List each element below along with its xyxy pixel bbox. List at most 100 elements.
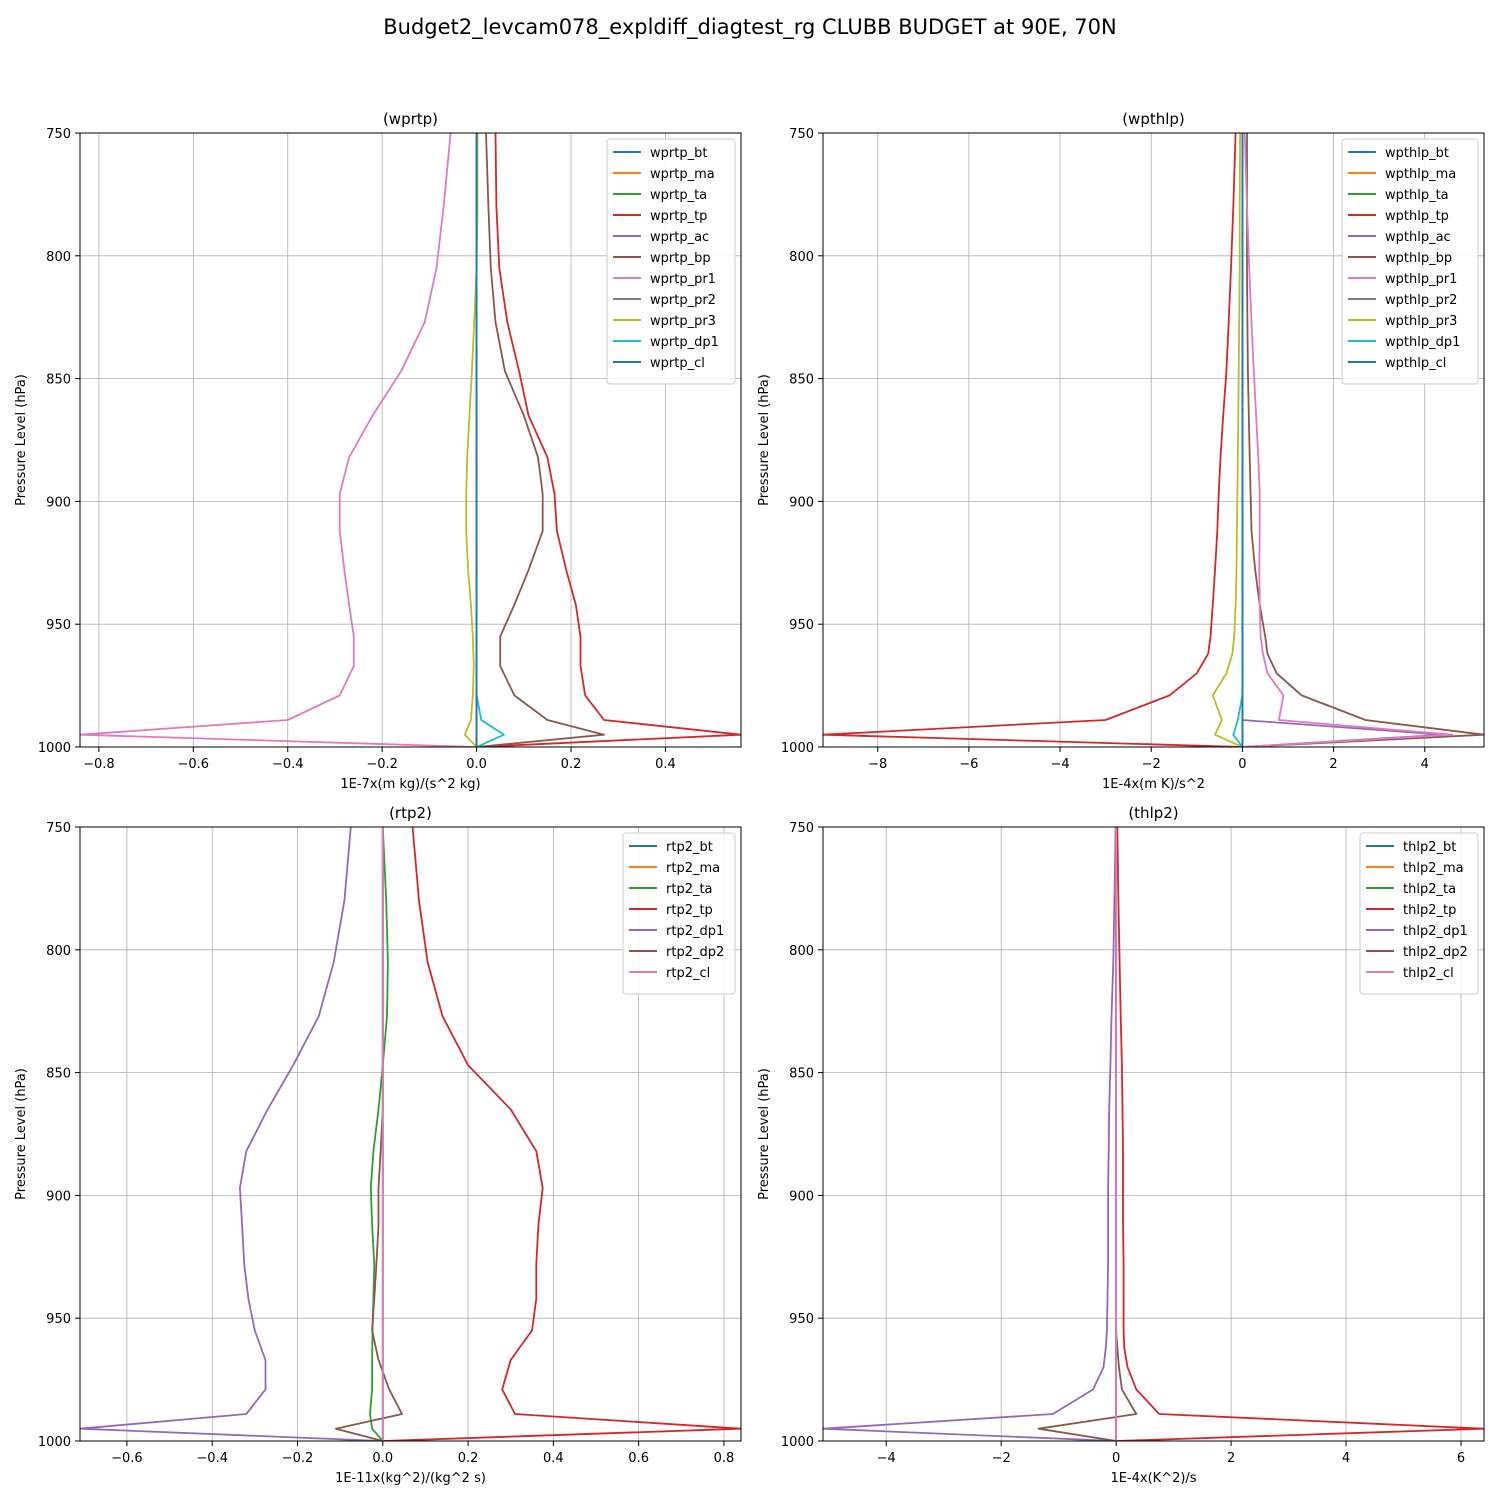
x-tick-label: −2 — [1142, 757, 1161, 772]
x-tick-label: 0.2 — [458, 1451, 479, 1466]
series-line-rtp2_dp2 — [334, 827, 403, 1441]
series-group — [80, 133, 741, 747]
panel-1: −8 −6 −4 −2 0 2 4 750 800 850 900 950 1000 (wpthlp) 1E… — [757, 110, 1485, 792]
x-tick-label: 0.0 — [372, 1451, 393, 1466]
panel-3: −4 −2 0 2 4 6 750 800 850 900 950 1000 (thlp2) 1E-4x(… — [757, 804, 1485, 1486]
axes-frame — [822, 132, 1485, 748]
legend: wprtp_bt wprtp_ma wprtp_ta wprtp_tp wprtp_ac… — [606, 138, 736, 385]
legend-entry: wprtp_pr1 — [650, 272, 716, 287]
subplot-title: (wprtp) — [383, 110, 438, 128]
x-tick-label: 0.4 — [543, 1451, 564, 1466]
panel-2: −0.6 −0.4 −0.2 0.0 0.2 0.4 0.6 0.8 750 800 850 900 9… — [14, 804, 742, 1486]
x-tick-label: 0.6 — [628, 1451, 649, 1466]
y-tick-label: 750 — [789, 821, 814, 836]
legend-entry: rtp2_bt — [666, 840, 713, 855]
y-tick-label: 800 — [46, 944, 71, 959]
y-tick-label: 1000 — [38, 741, 71, 756]
legend-entry: wpthlp_pr3 — [1385, 314, 1457, 329]
y-tick-label: 750 — [789, 127, 814, 142]
y-tick-label: 1000 — [781, 1435, 814, 1450]
series-line-wpthlp_bp — [1242, 133, 1484, 747]
axes-frame — [822, 826, 1485, 1442]
legend-entry: rtp2_cl — [666, 966, 710, 981]
legend-entry: wprtp_dp1 — [650, 335, 719, 350]
legend-entry: wpthlp_dp1 — [1385, 335, 1460, 350]
series-group — [823, 133, 1484, 747]
series-line-thlp2_dp2 — [1037, 827, 1138, 1441]
legend-entry: thlp2_dp2 — [1403, 945, 1468, 960]
y-tick-label: 750 — [46, 127, 71, 142]
x-tick-label: 4 — [1421, 757, 1429, 772]
legend-entry: wpthlp_ac — [1385, 230, 1451, 245]
x-tick-label: 0 — [1112, 1451, 1120, 1466]
x-axis-label: 1E-11x(kg^2)/(kg^2 s) — [335, 1471, 486, 1486]
legend-entry: wprtp_cl — [650, 356, 705, 371]
subplot-title: (thlp2) — [1128, 804, 1178, 822]
x-tick-label: −4 — [877, 1451, 896, 1466]
x-tick-label: −0.2 — [366, 757, 398, 772]
figure-title: Budget2_levcam078_expldiff_diagtest_rg C… — [383, 15, 1117, 39]
y-tick-label: 950 — [789, 1312, 814, 1327]
subplot-title: (wpthlp) — [1122, 110, 1185, 128]
legend-entry: wprtp_ta — [650, 188, 707, 203]
x-axis-label: 1E-4x(m K)/s^2 — [1102, 777, 1205, 792]
legend-entry: wprtp_tp — [650, 209, 707, 224]
y-tick-label: 850 — [789, 373, 814, 388]
legend-entry: wpthlp_pr2 — [1385, 293, 1457, 308]
x-tick-label: 0 — [1238, 757, 1246, 772]
x-tick-label: −0.4 — [196, 1451, 228, 1466]
legend: thlp2_bt thlp2_ma thlp2_ta thlp2_tp thlp2_dp… — [1359, 832, 1479, 995]
legend-entry: wpthlp_cl — [1385, 356, 1446, 371]
y-tick-label: 800 — [46, 250, 71, 265]
legend: wpthlp_bt wpthlp_ma wpthlp_ta wpthlp_tpwpth… — [1341, 138, 1479, 385]
y-tick-label: 850 — [46, 373, 71, 388]
legend-entry: thlp2_tp — [1403, 903, 1456, 918]
y-tick-label: 950 — [46, 618, 71, 633]
y-tick-label: 1000 — [781, 741, 814, 756]
legend-entry: rtp2_tp — [666, 903, 713, 918]
axes-frame — [79, 826, 742, 1442]
subplot-title: (rtp2) — [389, 804, 432, 822]
x-tick-label: 0.2 — [561, 757, 582, 772]
x-tick-label: −4 — [1050, 757, 1069, 772]
y-tick-label: 900 — [789, 495, 814, 510]
series-line-rtp2_dp1 — [80, 827, 383, 1441]
x-tick-label: 0.8 — [714, 1451, 735, 1466]
legend-entry: wpthlp_bp — [1385, 251, 1452, 266]
x-tick-label: −0.8 — [83, 757, 115, 772]
legend-entry: rtp2_ma — [666, 861, 720, 876]
y-tick-label: 850 — [789, 1067, 814, 1082]
legend-entry: wpthlp_pr1 — [1385, 272, 1457, 287]
y-tick-label: 800 — [789, 944, 814, 959]
x-axis-label: 1E-7x(m kg)/(s^2 kg) — [340, 777, 480, 792]
legend-entry: wpthlp_ma — [1385, 167, 1456, 182]
x-tick-label: 6 — [1457, 1451, 1465, 1466]
x-tick-label: 0.0 — [466, 757, 487, 772]
legend-box — [622, 832, 736, 995]
y-tick-label: 750 — [46, 821, 71, 836]
legend-box — [606, 138, 736, 385]
panel-0: −0.8 −0.6 −0.4 −0.2 0.0 0.2 0.4 750 800 850 900 950… — [14, 110, 742, 792]
y-tick-label: 950 — [46, 1312, 71, 1327]
legend-entry: wprtp_pr2 — [650, 293, 716, 308]
series-group — [823, 827, 1484, 1441]
series-line-wprtp_bp — [476, 133, 605, 747]
x-tick-label: −0.2 — [282, 1451, 314, 1466]
series-line-wpthlp_pr1 — [1242, 133, 1453, 747]
x-tick-label: 4 — [1342, 1451, 1350, 1466]
legend-entry: thlp2_cl — [1403, 966, 1454, 981]
x-tick-label: −6 — [959, 757, 978, 772]
legend-entry: rtp2_dp1 — [666, 924, 724, 939]
x-tick-label: −2 — [992, 1451, 1011, 1466]
legend-entry: wprtp_bt — [650, 146, 707, 161]
legend-entry: thlp2_bt — [1403, 840, 1456, 855]
series-line-rtp2_tp — [382, 827, 741, 1441]
legend-entry: rtp2_dp2 — [666, 945, 724, 960]
legend-entry: wpthlp_ta — [1385, 188, 1449, 203]
x-tick-label: −8 — [868, 757, 887, 772]
y-tick-label: 900 — [789, 1189, 814, 1204]
legend-box — [1341, 138, 1479, 385]
legend-entry: wpthlp_bt — [1385, 146, 1449, 161]
legend-entry: wprtp_pr3 — [650, 314, 716, 329]
legend-entry: wpthlp_tp — [1385, 209, 1449, 224]
